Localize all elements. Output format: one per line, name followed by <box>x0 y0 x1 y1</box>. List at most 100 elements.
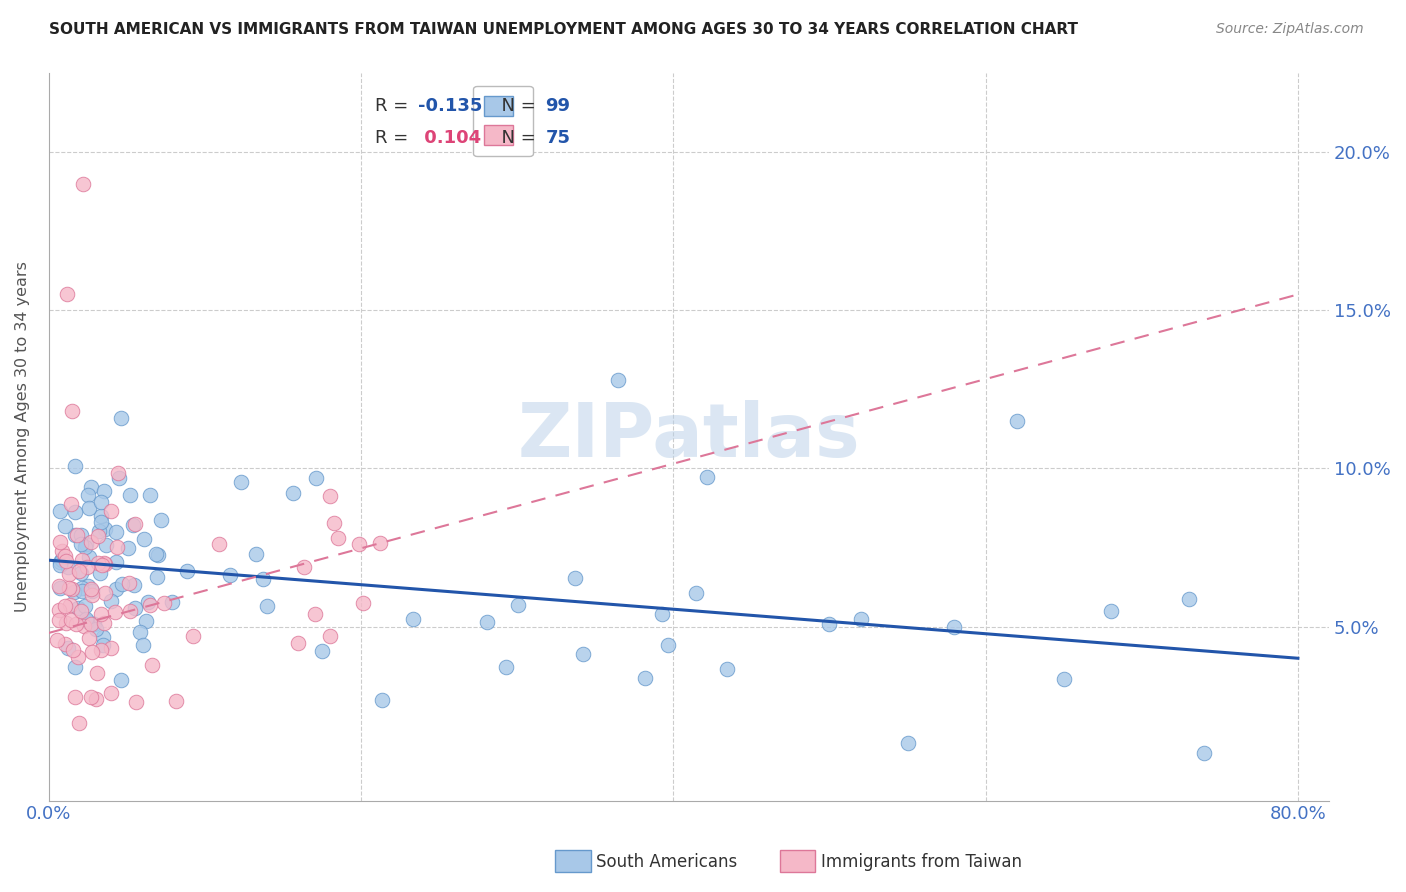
Point <box>49 503 72 517</box>
Point <box>80 535 103 549</box>
Point <box>76 614 98 628</box>
Point <box>77 501 100 516</box>
Point <box>93 557 115 571</box>
Point <box>94 538 117 552</box>
Point <box>105 524 128 539</box>
Point <box>87 529 110 543</box>
Point <box>108 471 131 485</box>
Point <box>66 528 89 542</box>
Point <box>90 643 112 657</box>
Point <box>90 509 112 524</box>
Point <box>1099 604 1122 618</box>
Point <box>125 695 148 709</box>
Point <box>56 641 79 656</box>
Point <box>110 411 132 425</box>
Point <box>323 516 346 531</box>
Point <box>45 633 67 648</box>
Point <box>100 593 122 607</box>
Point <box>53 599 76 613</box>
Point <box>83 616 105 631</box>
Point <box>93 483 115 498</box>
Point <box>145 547 167 561</box>
Point <box>110 577 132 591</box>
Point <box>1053 672 1076 686</box>
Point <box>181 629 204 643</box>
Point <box>53 637 76 651</box>
Point <box>77 488 100 502</box>
Point <box>51 544 73 558</box>
Point <box>63 459 86 474</box>
Point <box>1005 414 1028 428</box>
Point <box>86 666 108 681</box>
Point <box>60 404 83 418</box>
Point <box>49 581 72 595</box>
Point <box>943 620 966 634</box>
Point <box>292 559 315 574</box>
Point <box>135 614 157 628</box>
Point <box>849 612 872 626</box>
Point <box>70 552 93 566</box>
Point <box>66 650 89 665</box>
Point <box>218 568 240 582</box>
Text: R =: R = <box>375 96 415 115</box>
Point <box>319 629 342 643</box>
Point <box>110 673 132 687</box>
Point <box>139 599 162 613</box>
Point <box>58 581 80 595</box>
Point <box>146 570 169 584</box>
Point <box>506 599 529 613</box>
Point <box>82 644 104 658</box>
Point <box>55 554 77 568</box>
Point <box>328 531 350 545</box>
Text: ZIPatlas: ZIPatlas <box>517 401 860 474</box>
Point <box>60 582 83 597</box>
Point <box>48 613 70 627</box>
Point <box>495 660 517 674</box>
Point <box>634 671 657 685</box>
Point <box>657 638 679 652</box>
Point <box>75 537 97 551</box>
Point <box>70 604 93 618</box>
Point <box>122 578 145 592</box>
Point <box>165 694 187 708</box>
Point <box>100 504 122 518</box>
Point <box>59 613 82 627</box>
Point <box>368 536 391 550</box>
Point <box>65 616 87 631</box>
Point <box>141 657 163 672</box>
Point <box>139 488 162 502</box>
Point <box>76 560 98 574</box>
Point <box>65 659 87 673</box>
Point <box>124 516 146 531</box>
Point <box>63 585 86 599</box>
Text: 99: 99 <box>546 96 571 115</box>
Point <box>60 496 83 510</box>
Text: Immigrants from Taiwan: Immigrants from Taiwan <box>821 853 1022 871</box>
Point <box>48 603 70 617</box>
Point <box>53 519 76 533</box>
Point <box>80 616 103 631</box>
Point <box>352 596 374 610</box>
Point <box>716 662 738 676</box>
Point <box>80 690 103 705</box>
Point <box>100 686 122 700</box>
Point <box>122 518 145 533</box>
Point <box>118 575 141 590</box>
Point <box>564 571 586 585</box>
Point <box>136 595 159 609</box>
Point <box>80 479 103 493</box>
Point <box>73 540 96 554</box>
Text: 75: 75 <box>546 129 571 147</box>
Point <box>153 596 176 610</box>
Point <box>73 619 96 633</box>
Point <box>90 558 112 572</box>
Point <box>90 495 112 509</box>
Point <box>132 638 155 652</box>
Point <box>134 533 156 547</box>
Point <box>818 617 841 632</box>
Point <box>305 471 328 485</box>
Text: 0.104: 0.104 <box>418 129 481 147</box>
Text: Source: ZipAtlas.com: Source: ZipAtlas.com <box>1216 22 1364 37</box>
Point <box>76 579 98 593</box>
Point <box>160 595 183 609</box>
